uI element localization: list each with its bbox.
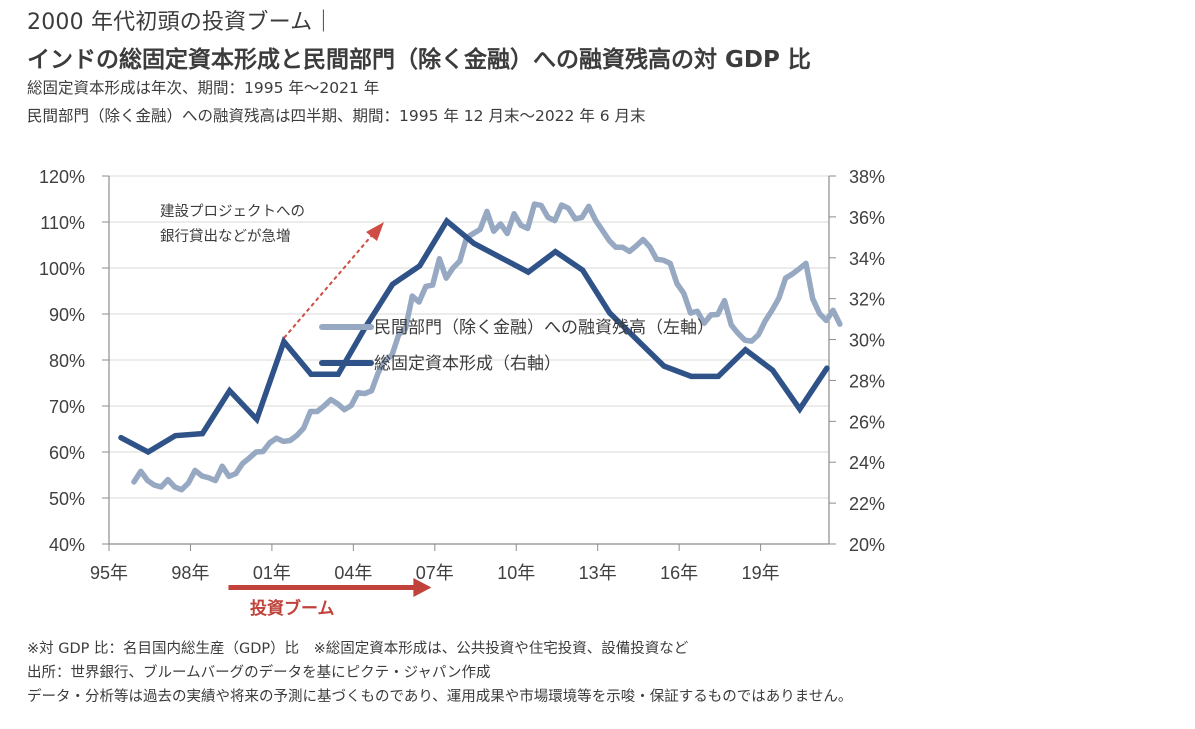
right-axis-label: 34% — [849, 249, 885, 269]
x-axis-label: 13年 — [579, 563, 617, 583]
legend: 民間部門（除く金融）への融資残高（左軸） 総固定資本形成（右軸） — [319, 318, 714, 374]
legend-label-loans: 民間部門（除く金融）への融資残高（左軸） — [374, 318, 714, 338]
left-axis-label: 90% — [49, 305, 85, 325]
dual-axis-line-chart: 40% 50% 60% 70% 80% 90% 100% 110% 120% 20% 22% 24%… — [39, 167, 885, 619]
footnote-disclaimer: データ・分析等は過去の実績や将来の予測に基づくものであり、運用成果や市場環境等を… — [27, 689, 853, 705]
footnote-definitions: ※対 GDP 比：名目国内総生産（GDP）比 ※総固定資本形成は、公共投資や住宅… — [27, 641, 689, 657]
chart-title: インドの総固定資本形成と民間部門（除く金融）への融資残高の対 GDP 比 — [27, 47, 811, 73]
left-axis-label: 40% — [49, 535, 85, 555]
x-axis-label: 19年 — [742, 563, 780, 583]
left-axis-label: 50% — [49, 489, 85, 509]
x-axis-label: 01年 — [253, 563, 291, 583]
annotation-arrow-shaft — [283, 233, 374, 339]
series-line-loans — [131, 201, 843, 493]
boom-arrow-head — [413, 578, 432, 597]
right-axis-label: 28% — [849, 371, 885, 391]
boom-arrow-shaft — [228, 585, 416, 590]
left-axis-label: 120% — [39, 167, 85, 187]
annotation-line-1: 建設プロジェクトへの — [160, 203, 305, 220]
left-axis-label: 100% — [39, 259, 85, 279]
right-axis-label: 22% — [849, 494, 885, 514]
left-axis-label: 110% — [40, 213, 85, 233]
right-axis-label: 32% — [849, 290, 885, 310]
left-axis-ticks: 40% 50% 60% 70% 80% 90% 100% 110% 120% — [39, 167, 109, 555]
investment-boom-arrow — [228, 578, 432, 597]
investment-boom-label: 投資ブーム — [250, 598, 335, 619]
x-axis-label: 98年 — [171, 563, 209, 583]
right-axis-label: 38% — [849, 167, 885, 187]
right-axis-ticks: 20% 22% 24% 26% 28% 30% 32% 34% 36% 38% — [829, 167, 885, 555]
title-line-1: 2000 年代初頭の投資ブーム｜ — [27, 10, 335, 35]
left-axis-label: 70% — [49, 397, 85, 417]
x-axis-ticks: 95年 98年 01年 04年 07年 10年 13年 16年 19年 — [90, 544, 780, 583]
right-axis-label: 26% — [849, 412, 885, 432]
series-lines — [118, 201, 843, 493]
right-axis-label: 30% — [849, 331, 885, 351]
annotation-arrow-head — [366, 222, 384, 241]
x-axis-label: 04年 — [334, 563, 372, 583]
x-axis-label: 16年 — [660, 563, 698, 583]
legend-label-gfcf: 総固定資本形成（右軸） — [374, 354, 561, 374]
left-axis-label: 60% — [49, 443, 85, 463]
annotation-dashed-arrow — [283, 222, 384, 339]
subtitle-loans-period: 民間部門（除く金融）への融資残高は四半期、期間：1995 年 12 月末～202… — [27, 107, 646, 125]
left-axis-label: 80% — [49, 351, 85, 371]
right-axis-label: 20% — [849, 535, 885, 555]
x-axis-label: 07年 — [416, 563, 454, 583]
right-axis-label: 24% — [849, 453, 885, 473]
right-axis-label: 36% — [849, 208, 885, 228]
x-axis-label: 95年 — [90, 563, 128, 583]
subtitle-gfcf-period: 総固定資本形成は年次、期間：1995 年～2021 年 — [27, 79, 380, 97]
footnote-source: 出所：世界銀行、ブルームバーグのデータを基にピクテ・ジャパン作成 — [27, 665, 491, 681]
annotation-line-2: 銀行貸出などが急増 — [160, 228, 291, 245]
gridlines — [109, 175, 829, 499]
x-axis-label: 10年 — [497, 563, 535, 583]
